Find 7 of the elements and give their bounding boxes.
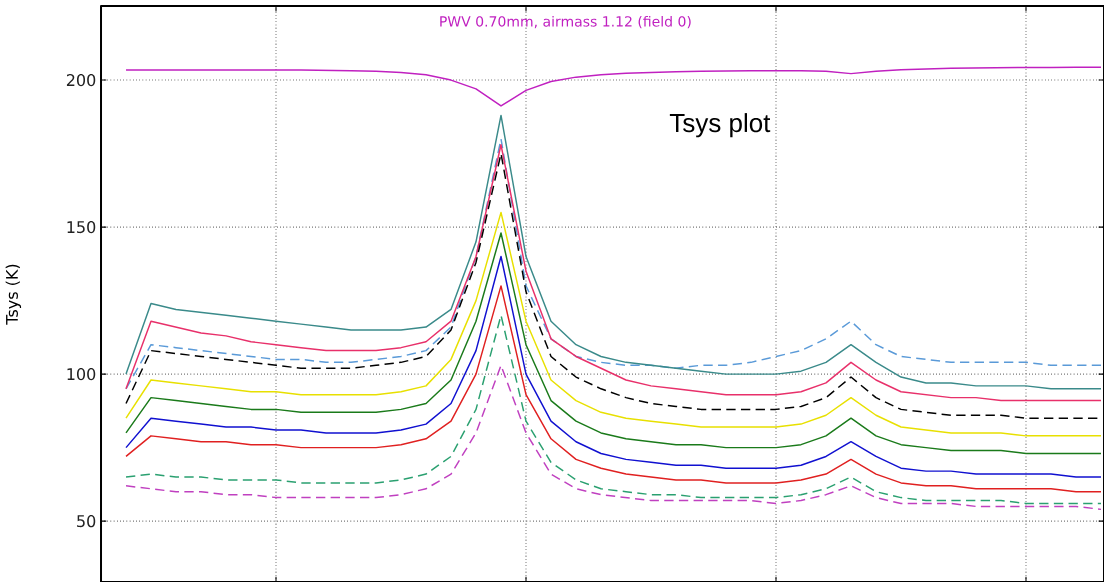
annotation: PWV 0.70mm, airmass 1.12 (field 0) xyxy=(440,15,691,29)
y-tick-label: 150 xyxy=(67,221,96,234)
annotation: Tsys plot xyxy=(669,113,771,138)
y-tick-label: 100 xyxy=(67,368,96,381)
y-tick-label: 50 xyxy=(77,515,96,528)
y-axis-title: Tsys (K) xyxy=(5,264,22,325)
y-tick-label: 200 xyxy=(66,74,96,87)
